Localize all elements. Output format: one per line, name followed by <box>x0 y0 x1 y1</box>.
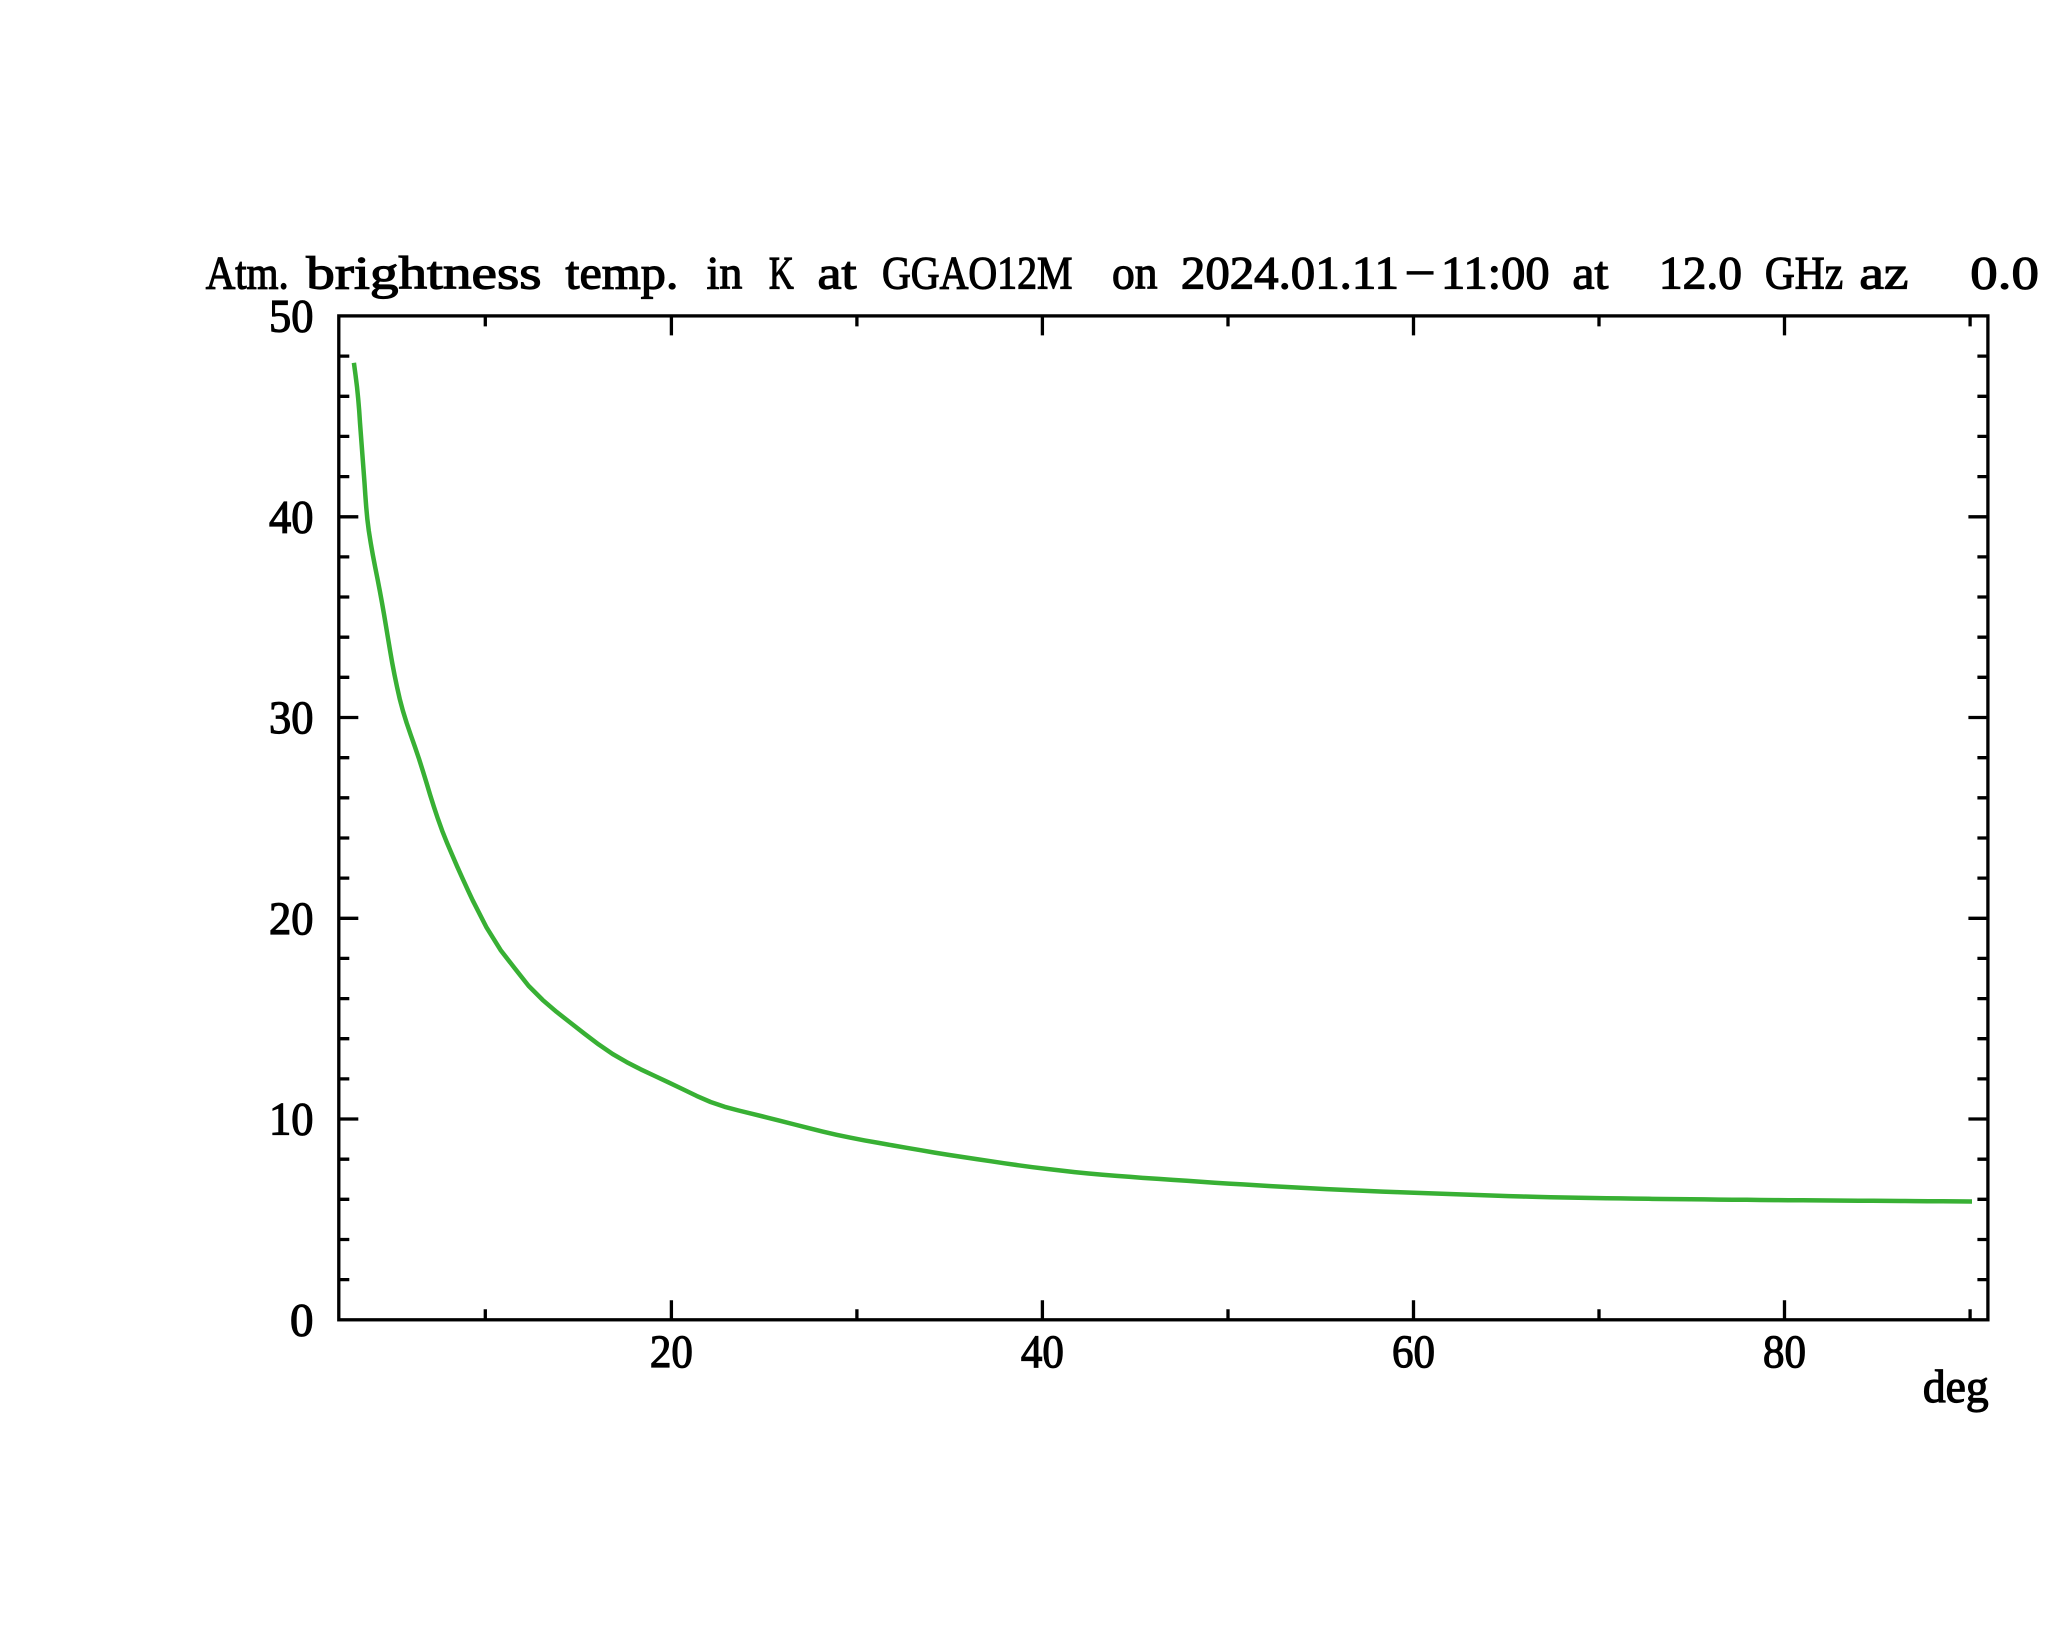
svg-text:10: 10 <box>269 1094 314 1146</box>
svg-text:at: at <box>1572 248 1608 300</box>
svg-text:80: 80 <box>1763 1326 1806 1378</box>
svg-text:11:00: 11:00 <box>1441 248 1550 300</box>
svg-text:temp.: temp. <box>566 248 679 300</box>
svg-text:−: − <box>1405 248 1436 300</box>
svg-text:40: 40 <box>1021 1326 1064 1378</box>
svg-text:50: 50 <box>269 291 314 343</box>
svg-text:on: on <box>1112 248 1158 300</box>
svg-text:20: 20 <box>269 893 314 945</box>
svg-text:GGAO12M: GGAO12M <box>882 248 1073 300</box>
svg-text:30: 30 <box>269 692 314 744</box>
svg-text:in: in <box>707 248 743 300</box>
svg-text:at: at <box>818 248 857 300</box>
svg-text:az: az <box>1859 248 1908 300</box>
svg-text:40: 40 <box>269 491 314 543</box>
svg-text:K: K <box>769 248 794 300</box>
svg-text:12.0: 12.0 <box>1659 248 1742 300</box>
svg-text:2024.01.11: 2024.01.11 <box>1181 248 1399 300</box>
svg-text:20: 20 <box>650 1326 693 1378</box>
svg-text:60: 60 <box>1392 1326 1435 1378</box>
svg-text:GHz: GHz <box>1765 248 1843 300</box>
svg-text:Atm.: Atm. <box>206 248 289 300</box>
svg-text:brightness: brightness <box>306 248 541 300</box>
svg-text:0.0: 0.0 <box>1970 248 2039 300</box>
svg-text:0: 0 <box>290 1294 314 1346</box>
svg-text:deg: deg <box>1923 1361 1989 1413</box>
